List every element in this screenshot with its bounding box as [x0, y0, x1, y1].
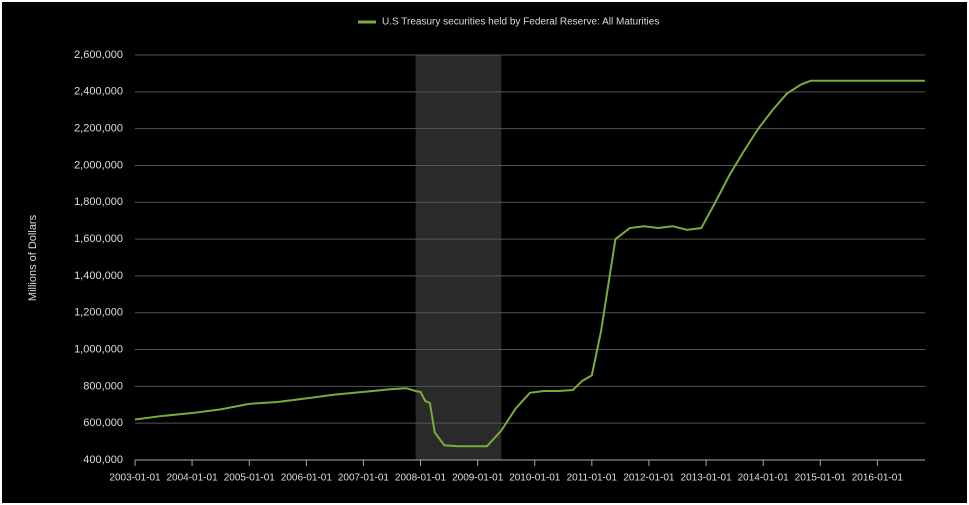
y-tick-label: 1,600,000 [74, 233, 123, 245]
y-tick-label: 2,000,000 [74, 159, 123, 171]
x-tick-label: 2016-01-01 [852, 473, 904, 484]
x-tick-label: 2013-01-01 [681, 473, 733, 484]
legend-label: U.S Treasury securities held by Federal … [382, 17, 659, 28]
y-tick-label: 2,400,000 [74, 86, 123, 98]
y-tick-label: 1,000,000 [74, 343, 123, 355]
x-tick-label: 2007-01-01 [338, 473, 390, 484]
x-tick-label: 2015-01-01 [795, 473, 847, 484]
y-tick-label: 2,200,000 [74, 123, 123, 135]
x-tick-label: 2005-01-01 [224, 473, 276, 484]
y-tick-label: 1,200,000 [74, 307, 123, 319]
y-tick-label: 600,000 [83, 417, 123, 429]
data-line [134, 79, 925, 448]
y-axis-label: Millions of Dollars [27, 214, 39, 301]
y-tick-label: 1,400,000 [74, 270, 123, 282]
x-tick-label: 2009-01-01 [452, 473, 504, 484]
x-tick-label: 2004-01-01 [166, 473, 218, 484]
x-tick-label: 2014-01-01 [738, 473, 790, 484]
x-tick-label: 2006-01-01 [281, 473, 333, 484]
y-tick-label: 1,800,000 [74, 196, 123, 208]
shaded-region [415, 55, 502, 460]
y-tick-label: 400,000 [83, 454, 123, 466]
x-tick-label: 2008-01-01 [395, 473, 447, 484]
x-tick-label: 2003-01-01 [109, 473, 161, 484]
y-tick-label: 2,600,000 [74, 49, 123, 61]
y-tick-label: 800,000 [83, 380, 123, 392]
x-tick-label: 2012-01-01 [623, 473, 675, 484]
x-tick-label: 2010-01-01 [509, 473, 561, 484]
x-tick-label: 2011-01-01 [567, 473, 618, 484]
